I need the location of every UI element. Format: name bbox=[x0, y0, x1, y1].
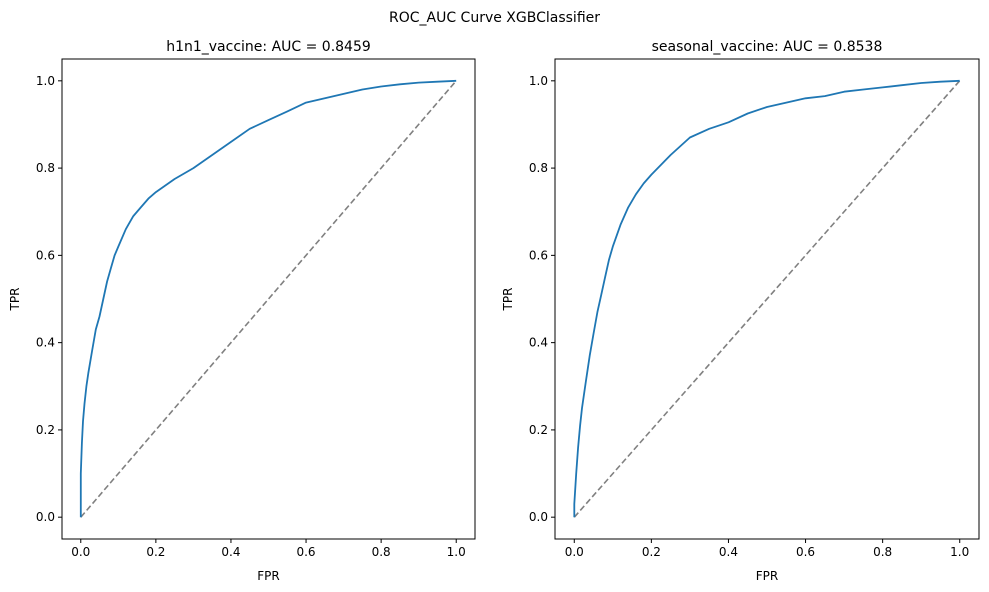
h1n1-chance-diagonal bbox=[80, 80, 457, 518]
seasonal-x-tick-label: 0.8 bbox=[873, 545, 892, 559]
seasonal-x-tick-label: 0.6 bbox=[796, 545, 815, 559]
h1n1-y-tick-label: 0.2 bbox=[36, 423, 55, 437]
seasonal-roc-panel: seasonal_vaccine: AUC = 0.8538 0.0 0.2 0.4 0… bbox=[501, 39, 980, 583]
h1n1-x-tick-label: 1.0 bbox=[447, 545, 466, 559]
seasonal-y-tick-label: 0.8 bbox=[529, 161, 548, 175]
h1n1-x-tick-label: 0.8 bbox=[372, 545, 391, 559]
seasonal-y-tick-label: 0.2 bbox=[529, 423, 548, 437]
h1n1-roc-panel: h1n1_vaccine: AUC = 0.8459 0.0 0.2 0.4 0.6 0.… bbox=[8, 39, 476, 583]
h1n1-x-tick-label: 0.6 bbox=[296, 545, 315, 559]
seasonal-axes-frame bbox=[554, 58, 980, 540]
seasonal-x-axis-label: FPR bbox=[756, 569, 778, 583]
h1n1-y-tick-label: 1.0 bbox=[36, 74, 55, 88]
h1n1-y-tick-label: 0.8 bbox=[36, 161, 55, 175]
h1n1-x-tick-label: 0.2 bbox=[146, 545, 165, 559]
seasonal-x-tick-label: 0.2 bbox=[642, 545, 661, 559]
h1n1-x-axis-label: FPR bbox=[257, 569, 279, 583]
h1n1-axes-frame bbox=[61, 58, 476, 540]
seasonal-y-tick-label: 0.4 bbox=[529, 336, 548, 350]
seasonal-x-tick-label: 0.0 bbox=[565, 545, 584, 559]
seasonal-y-tick-label: 1.0 bbox=[529, 74, 548, 88]
figure-suptitle: ROC_AUC Curve XGBClassifier bbox=[389, 10, 600, 26]
seasonal-plot-title: seasonal_vaccine: AUC = 0.8538 bbox=[652, 39, 883, 55]
h1n1-y-tick-label: 0.4 bbox=[36, 336, 55, 350]
seasonal-y-axis-label: TPR bbox=[501, 288, 515, 312]
h1n1-plot-title: h1n1_vaccine: AUC = 0.8459 bbox=[166, 39, 371, 55]
seasonal-x-tick-label: 0.4 bbox=[719, 545, 738, 559]
h1n1-x-tick-label: 0.4 bbox=[221, 545, 240, 559]
seasonal-roc-curve bbox=[573, 79, 960, 518]
seasonal-y-tick-label: 0.6 bbox=[529, 248, 548, 262]
seasonal-y-tick-label: 0.0 bbox=[529, 510, 548, 524]
seasonal-x-tick-label: 1.0 bbox=[950, 545, 969, 559]
seasonal-chance-diagonal bbox=[573, 80, 961, 518]
h1n1-y-tick-label: 0.0 bbox=[36, 510, 55, 524]
h1n1-y-tick-label: 0.6 bbox=[36, 248, 55, 262]
h1n1-x-tick-label: 0.0 bbox=[71, 545, 90, 559]
h1n1-y-axis-label: TPR bbox=[8, 288, 22, 312]
h1n1-roc-curve bbox=[79, 79, 457, 518]
